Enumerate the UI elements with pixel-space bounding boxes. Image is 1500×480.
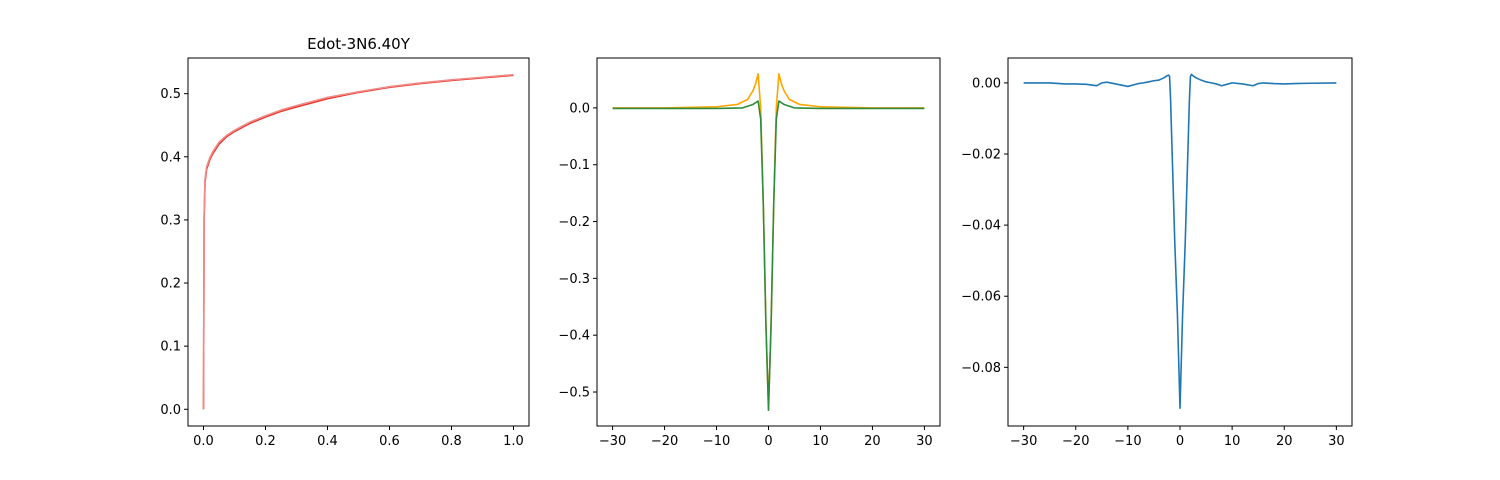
y-tick-label: 0.2 (160, 277, 181, 292)
x-tick-label: 10 (812, 434, 829, 449)
series-line-1 (202, 74, 514, 410)
y-tick-label: −0.04 (961, 219, 1001, 234)
x-tick-label: −30 (599, 434, 626, 449)
axes-frame (596, 57, 941, 427)
x-tick-label: −20 (651, 434, 678, 449)
y-tick-label: 0.4 (160, 150, 181, 165)
y-tick-label: −0.5 (558, 386, 590, 401)
series-line-1 (1023, 73, 1337, 410)
x-tick-label: 10 (1224, 434, 1241, 449)
x-tick-label: 20 (1276, 434, 1293, 449)
y-tick-label: −0.4 (558, 329, 590, 344)
x-tick-label: 0.2 (255, 434, 276, 449)
x-tick-label: 0 (764, 434, 772, 449)
x-tick-label: 0 (1176, 434, 1184, 449)
y-tick-label: −0.06 (961, 290, 1001, 305)
x-tick-label: 30 (916, 434, 933, 449)
x-tick-label: −10 (1114, 434, 1141, 449)
y-tick-label: −0.02 (961, 148, 1001, 163)
chart-panel-3: −30 −20 −10 0 10 20 30 0.00 −0.02 −0.04 −0.06 −0.08 (961, 57, 1353, 449)
axes-frame (187, 57, 530, 427)
x-tick-label: 20 (864, 434, 881, 449)
y-tick-label: −0.08 (961, 361, 1001, 376)
y-tick-label: 0.5 (160, 87, 181, 102)
chart-title: Edot-3N6.40Y (307, 35, 411, 53)
chart-panel-2: −30 −20 −10 0 10 20 30 0.0 −0.1 −0.2 −0.3 −0.4 −0.5 (558, 57, 941, 449)
x-tick-label: −30 (1010, 434, 1037, 449)
y-tick-label: 0.3 (160, 213, 181, 228)
y-tick-label: −0.1 (558, 158, 590, 173)
x-tick-label: 30 (1328, 434, 1345, 449)
y-tick-label: 0.0 (569, 101, 590, 116)
series-line-1 (612, 73, 925, 410)
series-line-2 (202, 73, 514, 410)
y-tick-label: −0.3 (558, 272, 590, 287)
x-tick-label: 0.6 (379, 434, 400, 449)
series-line-2 (612, 100, 925, 411)
x-tick-label: −10 (703, 434, 730, 449)
y-tick-label: 0.00 (972, 76, 1001, 91)
y-tick-label: −0.2 (558, 215, 590, 230)
chart-panel-1: 0.0 0.2 0.4 0.6 0.8 1.0 0.0 0.1 0.2 0.3 0.4 0.5 Edot… (160, 35, 530, 449)
y-tick-label: 0.1 (160, 340, 181, 355)
x-tick-label: 0.0 (193, 434, 214, 449)
x-tick-label: 0.8 (441, 434, 462, 449)
y-tick-label: 0.0 (160, 403, 181, 418)
x-tick-label: −20 (1062, 434, 1089, 449)
x-tick-label: 1.0 (503, 434, 524, 449)
x-tick-label: 0.4 (317, 434, 338, 449)
axes-frame (1007, 57, 1353, 427)
